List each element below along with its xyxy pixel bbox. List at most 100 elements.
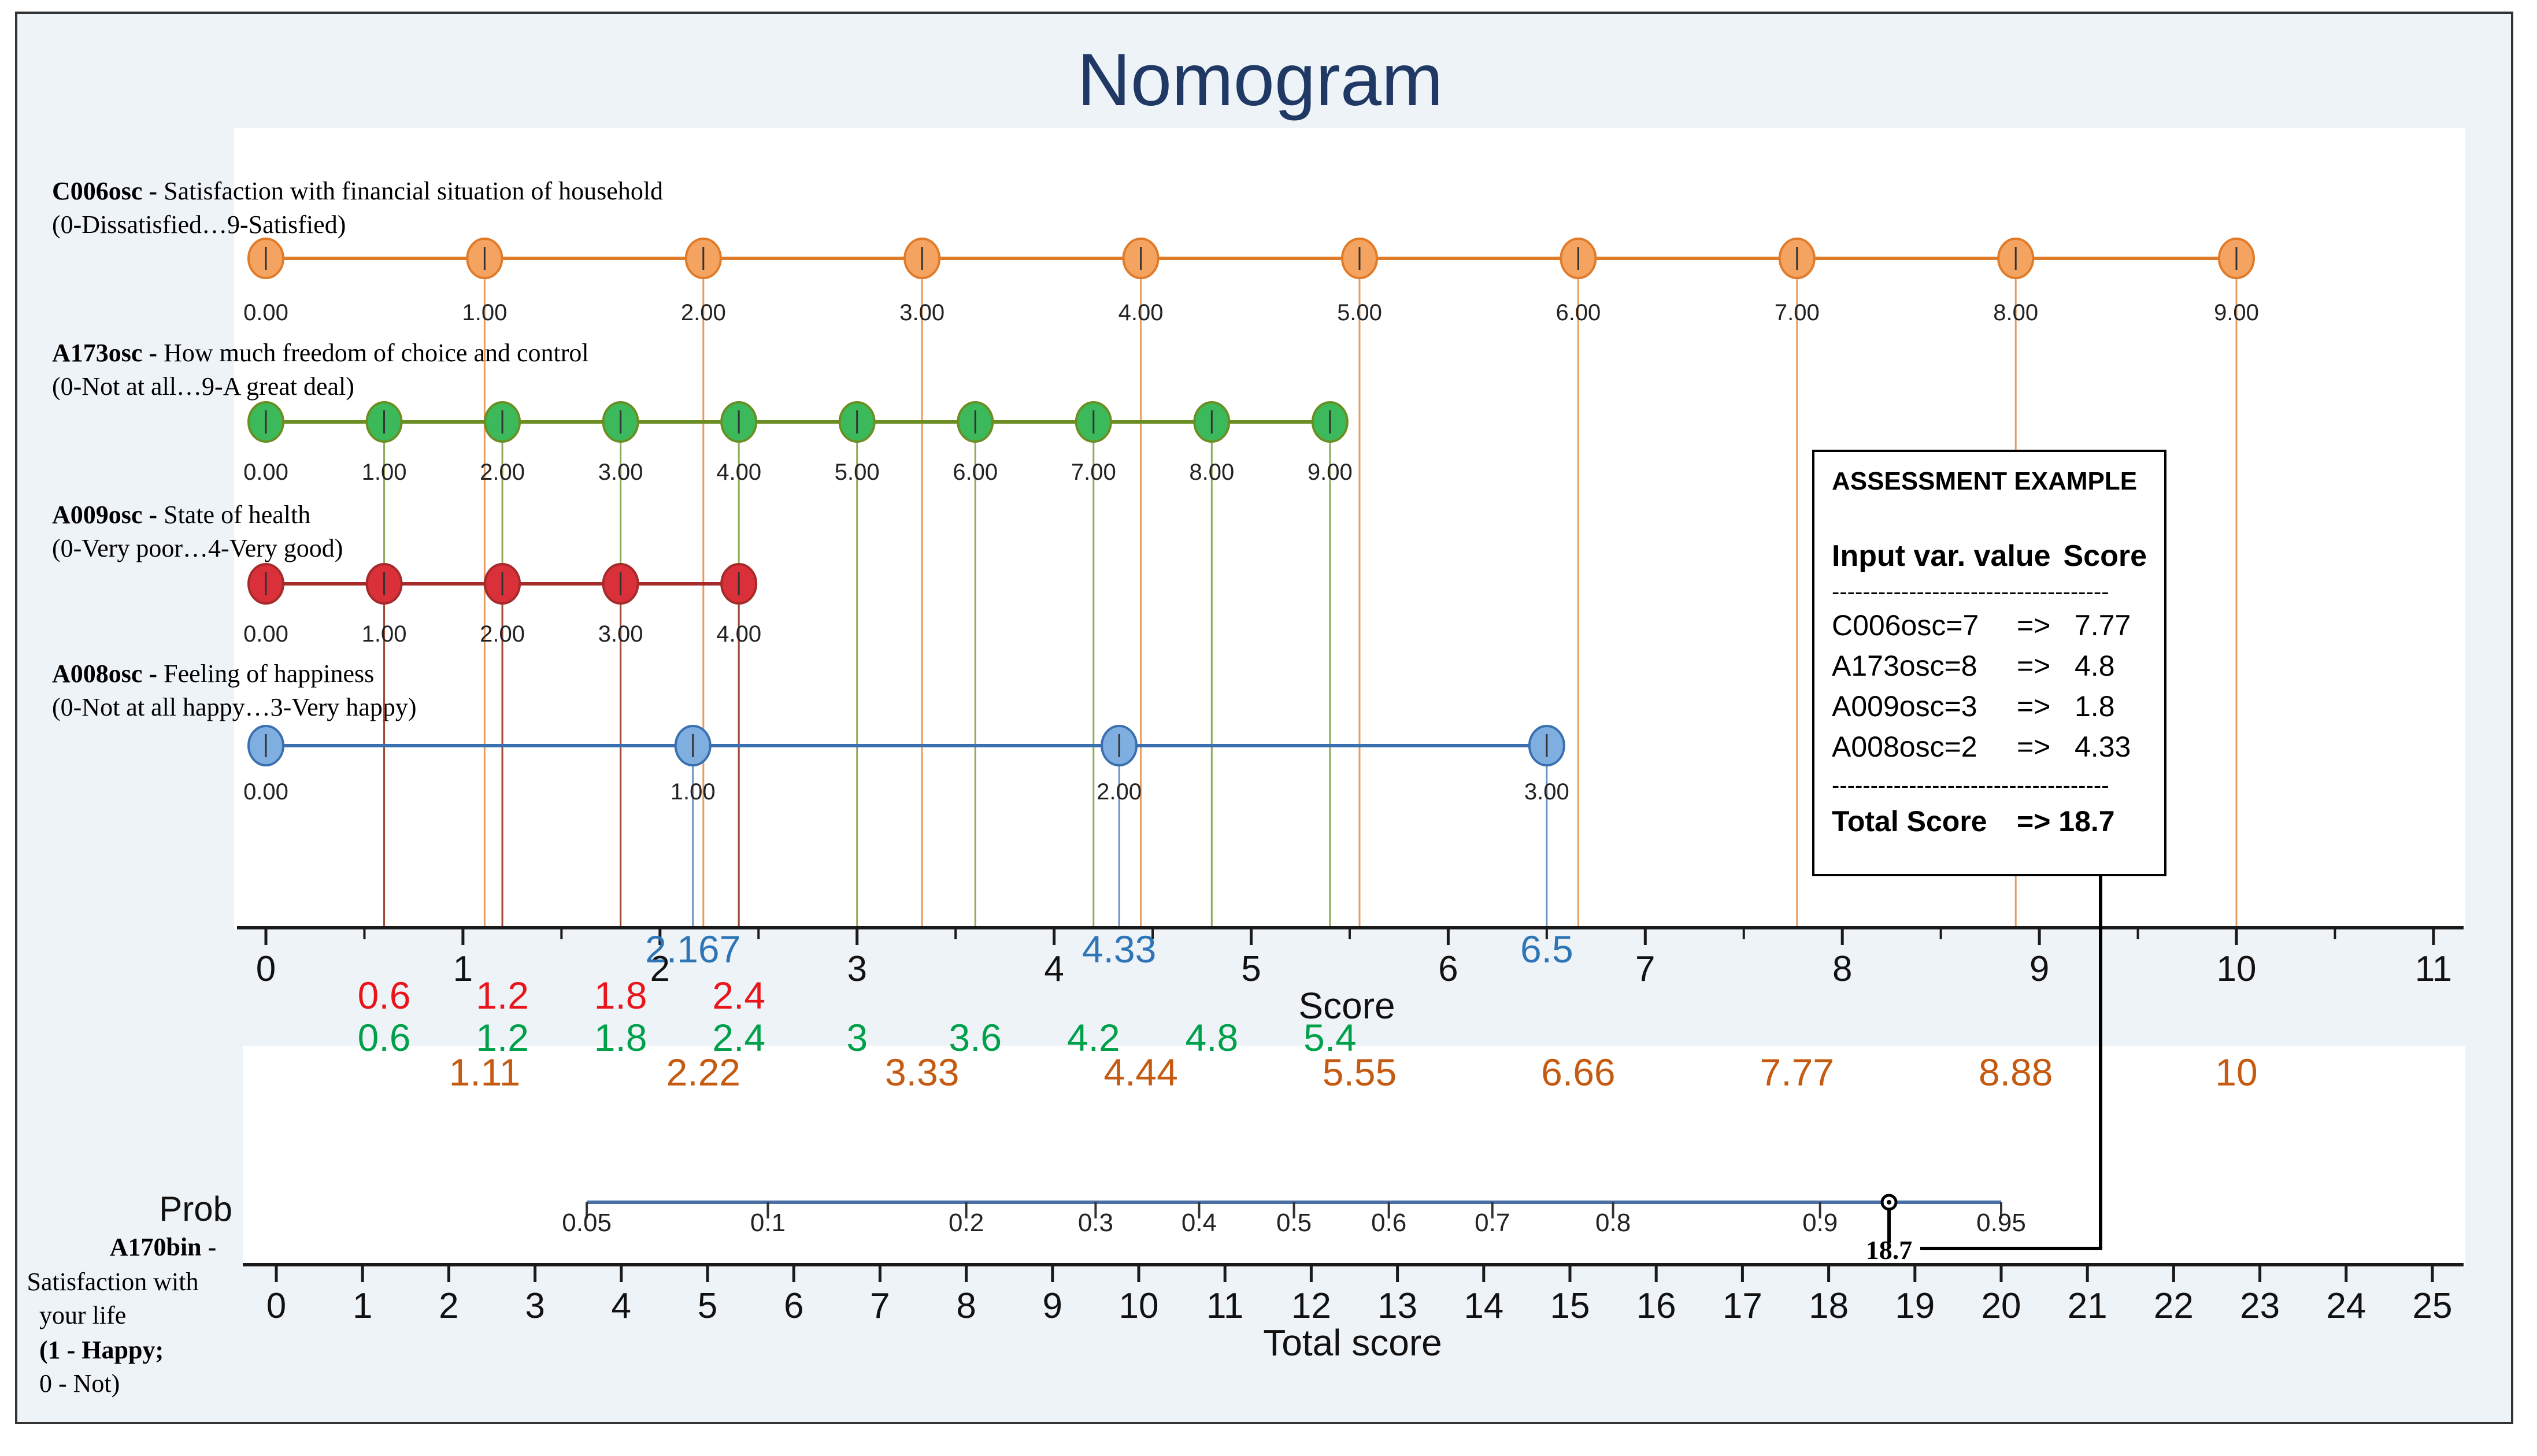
assessment-score: 1.8 bbox=[2075, 690, 2115, 723]
score-value-label: 5.4 bbox=[1303, 1016, 1357, 1059]
predictor-tick-label: 4.00 bbox=[1118, 300, 1164, 325]
score-value-label: 4.44 bbox=[1103, 1051, 1177, 1094]
score-value-label: 4.8 bbox=[1185, 1016, 1238, 1059]
total-tick-label: 0 bbox=[266, 1286, 286, 1326]
prob-tick-label: 0.95 bbox=[1976, 1209, 2026, 1237]
assessment-row: A173osc=8 => 4.8 bbox=[1832, 646, 2147, 686]
score-tick-label: 4 bbox=[1044, 949, 1064, 989]
total-tick-label: 14 bbox=[1464, 1286, 1503, 1326]
predictor-tick-label: 1.00 bbox=[362, 460, 407, 485]
total-tick-label: 7 bbox=[870, 1286, 890, 1326]
predictor-tick-label: 8.00 bbox=[1189, 460, 1234, 485]
assessment-separator: ------------------------------------ bbox=[1832, 773, 2109, 798]
score-value-label: 2.167 bbox=[645, 928, 740, 970]
score-tick-label: 11 bbox=[2415, 949, 2452, 989]
predictor-tick-label: 2.00 bbox=[1097, 779, 1142, 805]
assessment-score: 7.77 bbox=[2075, 609, 2131, 642]
predictor-tick-label: 2.00 bbox=[480, 621, 525, 647]
score-value-label: 8.88 bbox=[1979, 1051, 2053, 1094]
outcome-name: A170bin - bbox=[110, 1233, 217, 1261]
lower-plot-area bbox=[243, 1046, 2465, 1266]
score-value-label: 0.6 bbox=[358, 1016, 411, 1059]
predictor-tick-label: 9.00 bbox=[2214, 300, 2259, 325]
score-tick-label: 5 bbox=[1241, 949, 1261, 989]
predictor-tick-label: 1.00 bbox=[671, 779, 716, 805]
score-value-label: 10 bbox=[2215, 1051, 2257, 1094]
prob-tick-label: 0.8 bbox=[1595, 1209, 1631, 1237]
predictor-tick-label: 4.00 bbox=[716, 621, 761, 647]
total-tick-label: 8 bbox=[956, 1286, 976, 1326]
assessment-input: A009osc=3 bbox=[1832, 690, 1977, 723]
score-value-label: 1.11 bbox=[449, 1051, 521, 1094]
marker-point-center bbox=[1887, 1200, 1892, 1205]
score-value-label: 3.33 bbox=[885, 1051, 959, 1094]
score-tick-label: 3 bbox=[847, 949, 866, 989]
predictor-tick-label: 3.00 bbox=[1524, 779, 1569, 805]
score-value-label: 1.2 bbox=[476, 1016, 529, 1059]
assessment-total-value: => 18.7 bbox=[2017, 805, 2115, 838]
outcome-line: your life bbox=[39, 1301, 126, 1329]
total-tick-label: 15 bbox=[1550, 1286, 1590, 1326]
prob-tick-label: 0.7 bbox=[1475, 1209, 1510, 1237]
predictor-tick-label: 5.00 bbox=[1337, 300, 1382, 325]
score-value-label: 3 bbox=[846, 1016, 868, 1059]
total-tick-label: 6 bbox=[784, 1286, 803, 1326]
score-value-label: 1.8 bbox=[594, 974, 647, 1017]
score-tick-label: 1 bbox=[453, 949, 473, 989]
prob-tick-label: 0.6 bbox=[1371, 1209, 1406, 1237]
score-tick-label: 6 bbox=[1438, 949, 1458, 989]
predictor-tick-label: 6.00 bbox=[953, 460, 998, 485]
total-tick-label: 9 bbox=[1043, 1286, 1062, 1326]
assessment-row: A009osc=3 => 1.8 bbox=[1832, 686, 2147, 727]
total-tick-label: 20 bbox=[1982, 1286, 2021, 1326]
total-tick-label: 23 bbox=[2240, 1286, 2280, 1326]
score-axis-label: Score bbox=[1298, 985, 1395, 1027]
predictor-tick-label: 7.00 bbox=[1071, 460, 1116, 485]
assessment-row: A008osc=2 => 4.33 bbox=[1832, 727, 2147, 767]
predictor-tick-label: 7.00 bbox=[1775, 300, 1820, 325]
predictor-label-C006osc: C006osc - Satisfaction with financial si… bbox=[52, 177, 663, 205]
predictor-tick-label: 8.00 bbox=[1993, 300, 2038, 325]
score-value-label: 2.4 bbox=[712, 974, 765, 1017]
outcome-line: (1 - Happy; bbox=[39, 1336, 164, 1364]
total-tick-label: 10 bbox=[1119, 1286, 1159, 1326]
predictor-tick-label: 3.00 bbox=[598, 460, 643, 485]
prob-axis-label: Prob bbox=[159, 1190, 232, 1228]
total-axis-label: Total score bbox=[1263, 1322, 1442, 1364]
prob-tick-label: 0.9 bbox=[1802, 1209, 1838, 1237]
prob-tick-label: 0.4 bbox=[1182, 1209, 1217, 1237]
score-tick-label: 10 bbox=[2217, 949, 2257, 989]
predictor-tick-label: 2.00 bbox=[681, 300, 726, 325]
assessment-row: C006osc=7 => 7.77 bbox=[1832, 605, 2147, 646]
predictor-tick-label: 3.00 bbox=[899, 300, 945, 325]
predictor-tick-label: 3.00 bbox=[598, 621, 643, 647]
score-value-label: 7.77 bbox=[1760, 1051, 1834, 1094]
score-value-label: 6.5 bbox=[1520, 928, 1573, 970]
score-value-label: 6.66 bbox=[1541, 1051, 1615, 1094]
total-tick-label: 24 bbox=[2326, 1286, 2366, 1326]
predictor-tick-label: 0.00 bbox=[243, 460, 288, 485]
total-tick-label: 22 bbox=[2154, 1286, 2194, 1326]
total-tick-label: 5 bbox=[698, 1286, 717, 1326]
total-tick-label: 17 bbox=[1723, 1286, 1762, 1326]
assessment-input: A008osc=2 bbox=[1832, 731, 1977, 763]
predictor-tick-label: 6.00 bbox=[1555, 300, 1601, 325]
assessment-header-score: Score bbox=[2063, 539, 2147, 573]
predictor-tick-label: 9.00 bbox=[1308, 460, 1353, 485]
assessment-arrow: => bbox=[2017, 731, 2051, 763]
score-value-label: 3.6 bbox=[949, 1016, 1002, 1059]
assessment-input: C006osc=7 bbox=[1832, 609, 1979, 642]
predictor-label-A008osc: A008osc - Feeling of happiness bbox=[52, 660, 374, 688]
score-tick-label: 7 bbox=[1635, 949, 1655, 989]
predictor-tick-label: 0.00 bbox=[243, 621, 288, 647]
connector-line bbox=[1920, 861, 2102, 1250]
assessment-input: A173osc=8 bbox=[1832, 650, 1977, 682]
predictor-range-A008osc: (0-Not at all happy…3-Very happy) bbox=[52, 693, 416, 721]
score-value-label: 5.55 bbox=[1323, 1051, 1397, 1094]
outcome-line: Satisfaction with bbox=[27, 1268, 199, 1296]
total-tick-label: 25 bbox=[2413, 1286, 2453, 1326]
total-tick-label: 13 bbox=[1377, 1286, 1417, 1326]
score-value-label: 0.6 bbox=[358, 974, 411, 1017]
prob-tick-label: 0.5 bbox=[1276, 1209, 1312, 1237]
